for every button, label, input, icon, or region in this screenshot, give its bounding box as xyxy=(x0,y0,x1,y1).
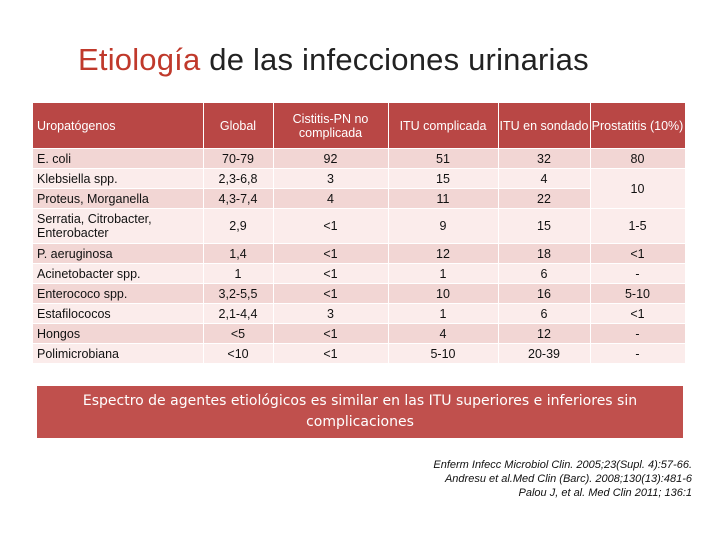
cell-complicada: 4 xyxy=(388,323,499,344)
cell-global: <10 xyxy=(203,343,274,364)
cell-cistitis: 3 xyxy=(273,303,389,324)
title-accent: Etiología xyxy=(78,42,201,77)
row-label: E. coli xyxy=(33,148,204,169)
cell-prostatitis: - xyxy=(590,263,686,284)
cell-cistitis: <1 xyxy=(273,208,389,244)
table-row: Estafilococos 2,1-4,4 3 1 6 <1 xyxy=(33,303,686,324)
row-label: Klebsiella spp. xyxy=(33,168,204,189)
cell-sondado: 22 xyxy=(498,188,591,209)
cell-global: 4,3-7,4 xyxy=(203,188,274,209)
cell-prostatitis: - xyxy=(590,323,686,344)
cell-prostatitis: 5-10 xyxy=(590,283,686,304)
cell-prostatitis: - xyxy=(590,343,686,364)
cell-cistitis: 92 xyxy=(273,148,389,169)
row-label: Serratia, Citrobacter, Enterobacter xyxy=(33,208,204,244)
row-label: Hongos xyxy=(33,323,204,344)
cell-global: 2,3-6,8 xyxy=(203,168,274,189)
header-itu-complicada: ITU complicada xyxy=(388,103,499,149)
table-header-row: Uropatógenos Global Cistitis-PN no compl… xyxy=(33,103,686,149)
cell-sondado: 18 xyxy=(498,243,591,264)
table-row: E. coli 70-79 92 51 32 80 xyxy=(33,148,686,169)
cell-sondado: 6 xyxy=(498,303,591,324)
cell-sondado: 12 xyxy=(498,323,591,344)
cell-cistitis: <1 xyxy=(273,283,389,304)
header-global: Global xyxy=(203,103,274,149)
table-row: Enterococo spp. 3,2-5,5 <1 10 16 5-10 xyxy=(33,283,686,304)
cell-sondado: 20-39 xyxy=(498,343,591,364)
cell-complicada: 1 xyxy=(388,303,499,324)
cell-prostatitis: 80 xyxy=(590,148,686,169)
cell-cistitis: 4 xyxy=(273,188,389,209)
cell-sondado: 32 xyxy=(498,148,591,169)
cell-complicada: 15 xyxy=(388,168,499,189)
cell-sondado: 16 xyxy=(498,283,591,304)
table-row: Acinetobacter spp. 1 <1 1 6 - xyxy=(33,263,686,284)
row-label: Proteus, Morganella xyxy=(33,188,204,209)
cell-global: 3,2-5,5 xyxy=(203,283,274,304)
table-row: Hongos <5 <1 4 12 - xyxy=(33,323,686,344)
cell-global: 1,4 xyxy=(203,243,274,264)
cell-global: 1 xyxy=(203,263,274,284)
row-label: P. aeruginosa xyxy=(33,243,204,264)
cell-complicada: 1 xyxy=(388,263,499,284)
header-itu-sondado: ITU en sondado xyxy=(498,103,591,149)
cell-cistitis: <1 xyxy=(273,343,389,364)
cell-complicada: 10 xyxy=(388,283,499,304)
slide-title: Etiología de las infecciones urinarias xyxy=(78,42,589,78)
row-label: Enterococo spp. xyxy=(33,283,204,304)
cell-cistitis: <1 xyxy=(273,263,389,284)
references: Enferm Infecc Microbiol Clin. 2005;23(Su… xyxy=(433,458,692,500)
cell-cistitis: <1 xyxy=(273,323,389,344)
row-label: Polimicrobiana xyxy=(33,343,204,364)
reference-line: Palou J, et al. Med Clin 2011; 136:1 xyxy=(518,487,692,499)
cell-complicada: 5-10 xyxy=(388,343,499,364)
cell-complicada: 51 xyxy=(388,148,499,169)
row-label: Acinetobacter spp. xyxy=(33,263,204,284)
row-label: Estafilococos xyxy=(33,303,204,324)
title-rest: de las infecciones urinarias xyxy=(200,42,589,77)
table-row: Klebsiella spp. 2,3-6,8 3 15 4 10 xyxy=(33,168,686,209)
cell-complicada: 12 xyxy=(388,243,499,264)
summary-banner: Espectro de agentes etiológicos es simil… xyxy=(37,386,683,438)
cell-sondado: 4 xyxy=(498,168,591,189)
cell-prostatitis: 1-5 xyxy=(590,208,686,244)
cell-cistitis: 3 xyxy=(273,168,389,189)
reference-line: Enferm Infecc Microbiol Clin. 2005;23(Su… xyxy=(433,459,692,471)
cell-global: 70-79 xyxy=(203,148,274,169)
table-row: P. aeruginosa 1,4 <1 12 18 <1 xyxy=(33,243,686,264)
cell-complicada: 11 xyxy=(388,188,499,209)
cell-prostatitis: <1 xyxy=(590,303,686,324)
cell-global: 2,9 xyxy=(203,208,274,244)
etiology-table: Uropatógenos Global Cistitis-PN no compl… xyxy=(33,103,686,364)
cell-global: <5 xyxy=(203,323,274,344)
header-uropatogenos: Uropatógenos xyxy=(33,103,204,149)
cell-complicada: 9 xyxy=(388,208,499,244)
table-row: Proteus, Morganella 4,3-7,4 4 11 22 xyxy=(33,188,685,209)
cell-prostatitis: <1 xyxy=(590,243,686,264)
reference-line: Andresu et al.Med Clin (Barc). 2008;130(… xyxy=(444,473,692,485)
table-row: Polimicrobiana <10 <1 5-10 20-39 - xyxy=(33,343,686,364)
header-prostatitis: Prostatitis (10%) xyxy=(590,103,686,149)
header-cistitis: Cistitis-PN no complicada xyxy=(273,103,389,149)
cell-sondado: 6 xyxy=(498,263,591,284)
cell-prostatitis-merged: 10 xyxy=(590,168,686,209)
cell-global: 2,1-4,4 xyxy=(203,303,274,324)
cell-cistitis: <1 xyxy=(273,243,389,264)
table-row: Serratia, Citrobacter, Enterobacter 2,9 … xyxy=(33,208,686,244)
cell-sondado: 15 xyxy=(498,208,591,244)
